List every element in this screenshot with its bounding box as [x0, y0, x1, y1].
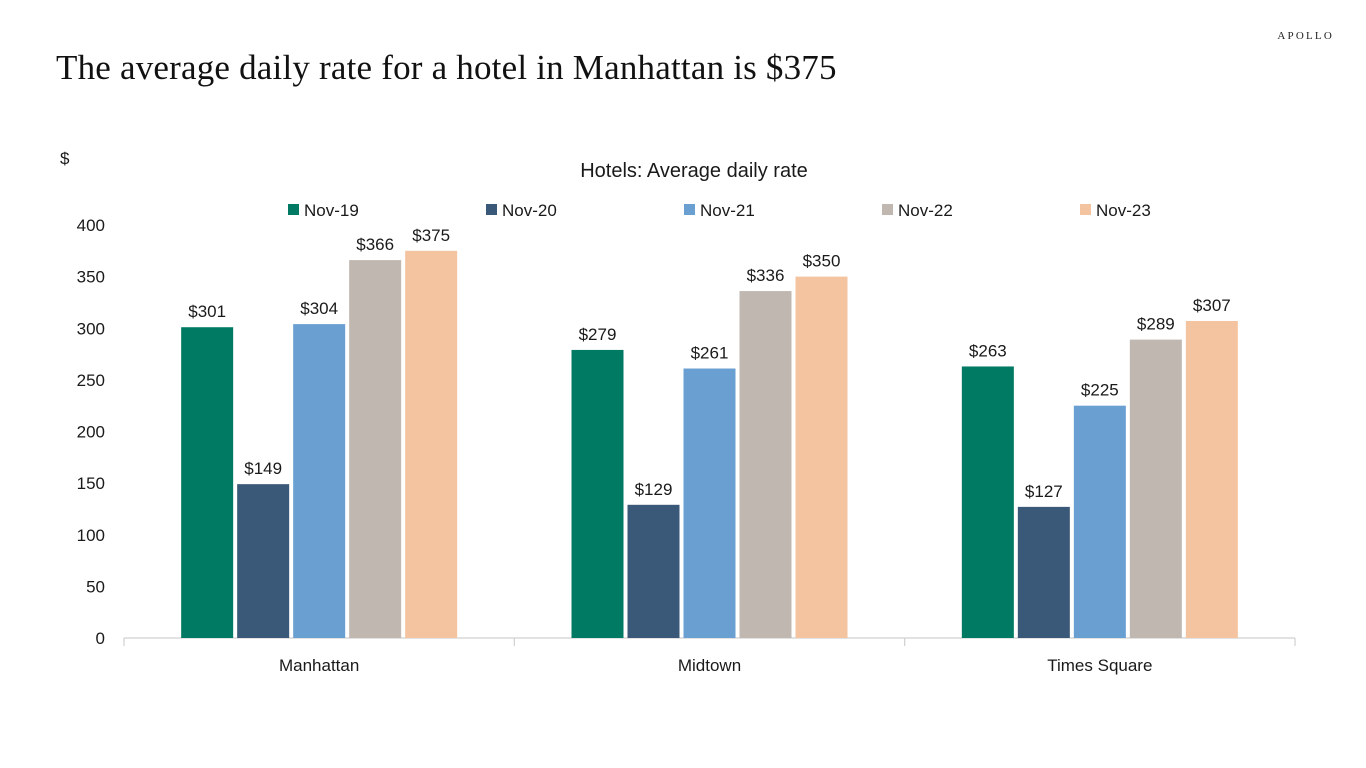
bar-nov-20-manhattan: [237, 484, 290, 638]
legend-item-label: Nov-20: [502, 201, 557, 220]
legend-item-label: Nov-21: [700, 201, 755, 220]
bar-value-label: $307: [1193, 296, 1231, 315]
bar-value-label: $279: [579, 325, 617, 344]
bar-value-label: $350: [803, 252, 841, 271]
bar-nov-21-times-square: [1073, 405, 1126, 638]
legend-swatch: [882, 204, 893, 215]
legend-swatch: [684, 204, 695, 215]
bar-value-label: $375: [412, 226, 450, 245]
bar-nov-20-midtown: [627, 504, 680, 638]
bar-nov-19-manhattan: [181, 327, 234, 638]
bar-value-label: $301: [188, 302, 226, 321]
bar-value-label: $261: [691, 344, 729, 363]
y-tick-label: 200: [77, 423, 105, 442]
y-tick-label: 400: [77, 216, 105, 235]
bar-value-label: $263: [969, 341, 1007, 360]
bar-value-label: $225: [1081, 381, 1119, 400]
bar-value-label: $149: [244, 459, 282, 478]
y-axis: 0 50 100 150 200 250 300 350 400: [77, 216, 105, 648]
bar-nov-22-manhattan: [349, 260, 402, 638]
bar-group: [181, 250, 1238, 638]
y-tick-label: 350: [77, 268, 105, 287]
x-axis: Manhattan Midtown Times Square: [123, 637, 1296, 675]
legend-swatch: [486, 204, 497, 215]
bar-nov-19-times-square: [961, 366, 1014, 638]
legend-swatch: [1080, 204, 1091, 215]
bar-value-label: $129: [635, 480, 673, 499]
legend-item-label: Nov-22: [898, 201, 953, 220]
bar-value-label: $366: [356, 235, 394, 254]
page-title: The average daily rate for a hotel in Ma…: [56, 48, 837, 87]
bar-value-label: $289: [1137, 315, 1175, 334]
y-tick-label: 250: [77, 371, 105, 390]
legend-item-label: Nov-23: [1096, 201, 1151, 220]
bar-nov-23-times-square: [1185, 321, 1238, 638]
data-label-group: $301 $149 $304 $366 $375 $279 $129 $261 $336 $350…: [188, 226, 1230, 501]
chart-legend: Nov-19 Nov-20 Nov-21 Nov-22 Nov-23: [288, 201, 1151, 220]
legend-item-label: Nov-19: [304, 201, 359, 220]
bar-nov-21-midtown: [683, 368, 736, 638]
bar-nov-22-midtown: [739, 291, 792, 638]
y-tick-label: 300: [77, 319, 105, 338]
x-category-label: Midtown: [678, 656, 741, 675]
y-tick-label: 100: [77, 526, 105, 545]
bar-nov-23-midtown: [795, 276, 848, 638]
bar-value-label: $127: [1025, 482, 1063, 501]
legend-swatch: [288, 204, 299, 215]
bar-nov-20-times-square: [1017, 506, 1070, 638]
bar-nov-22-times-square: [1129, 339, 1182, 638]
brand-logo: APOLLO: [1277, 30, 1334, 42]
y-tick-label: 50: [86, 577, 105, 596]
y-axis-unit-label: $: [60, 149, 70, 168]
bar-nov-23-manhattan: [405, 250, 458, 638]
bar-nov-19-midtown: [571, 349, 624, 638]
x-category-label: Manhattan: [279, 656, 359, 675]
bar-value-label: $336: [747, 266, 785, 285]
bar-nov-21-manhattan: [293, 324, 346, 638]
chart-title: Hotels: Average daily rate: [580, 160, 808, 182]
bar-value-label: $304: [300, 299, 338, 318]
y-tick-label: 0: [96, 629, 105, 648]
y-tick-label: 150: [77, 474, 105, 493]
x-category-label: Times Square: [1047, 656, 1152, 675]
